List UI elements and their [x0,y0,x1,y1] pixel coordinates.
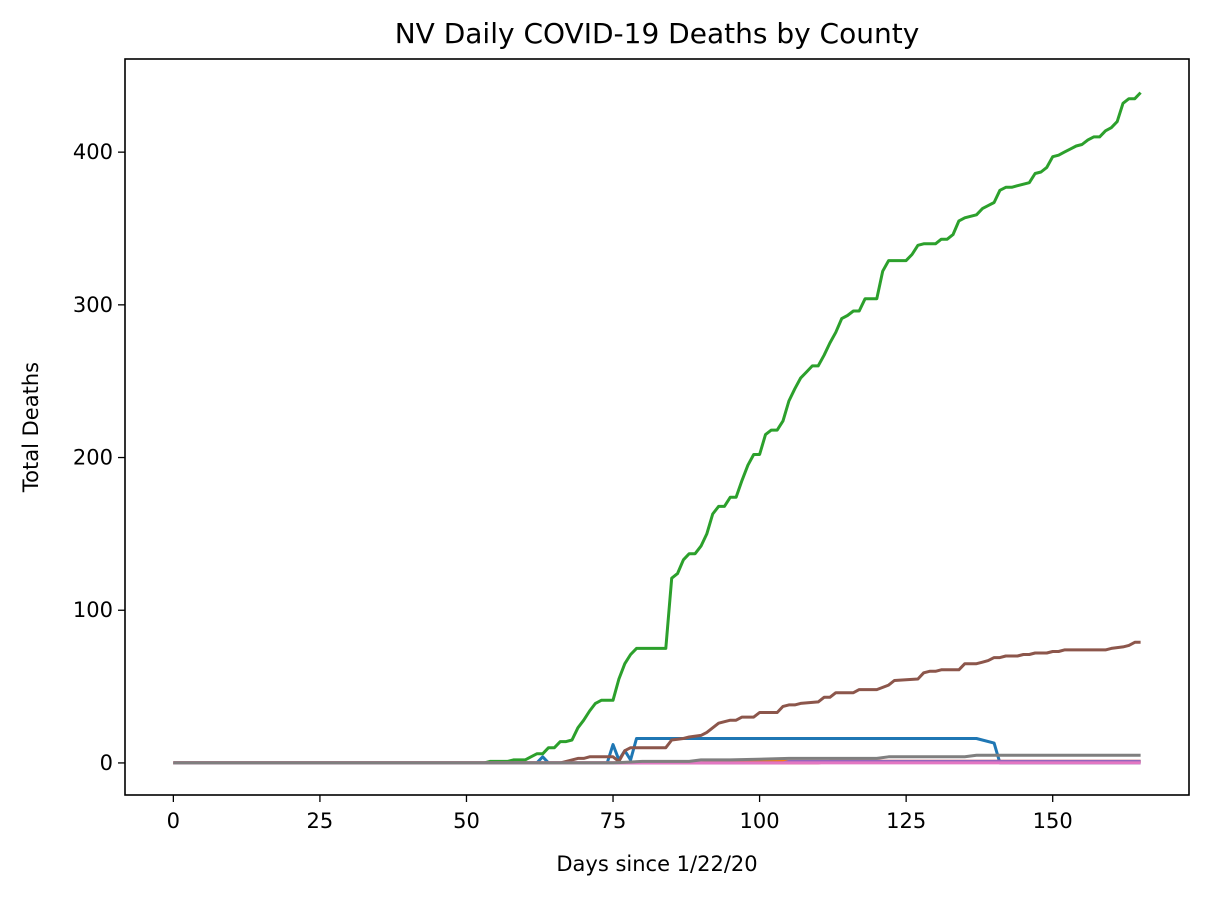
x-axis-ticks: 0 25 50 75 100 125 150 [167,795,1073,833]
series-line-3 [173,91,1142,765]
series-group [173,91,1142,765]
chart-title: NV Daily COVID-19 Deaths by County [395,17,920,50]
y-tick-label: 400 [73,140,113,164]
y-axis-label: Total Deaths [19,362,43,493]
x-tick-label: 150 [1033,809,1073,833]
x-tick-label: 25 [307,809,334,833]
x-tick-label: 75 [600,809,627,833]
y-tick-label: 300 [73,293,113,317]
y-axis-ticks: 0 100 200 300 400 [73,140,125,775]
x-tick-label: 0 [167,809,180,833]
series-line-1 [173,737,1141,765]
series-line-6 [173,640,1141,765]
x-axis-label: Days since 1/22/20 [556,852,757,876]
series-line-8 [173,753,1141,765]
y-tick-label: 0 [100,751,113,775]
y-tick-label: 200 [73,446,113,470]
plot-frame [124,58,1190,796]
x-tick-label: 125 [886,809,926,833]
x-tick-label: 50 [453,809,480,833]
y-tick-label: 100 [73,598,113,622]
x-tick-label: 100 [740,809,780,833]
